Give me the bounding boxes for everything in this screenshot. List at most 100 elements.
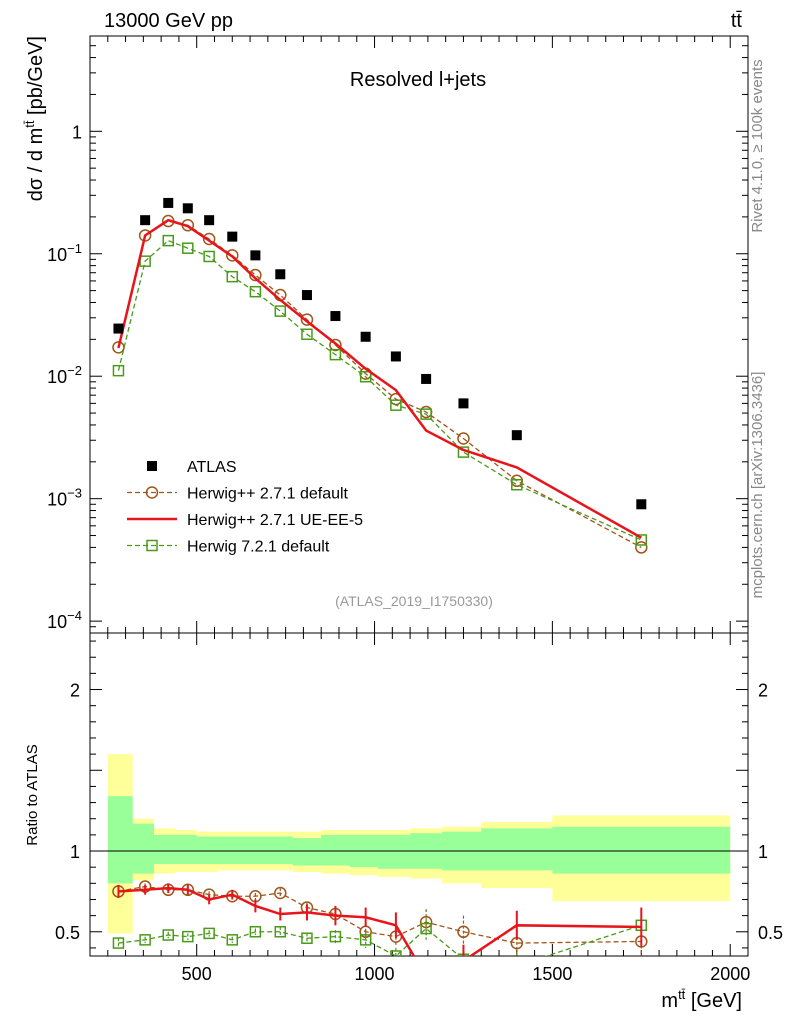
ratio-y-tick-label-right: 1 [758, 842, 768, 862]
data-point [330, 311, 341, 322]
data-point [227, 231, 238, 242]
ratio-y-tick-label: 1 [70, 842, 80, 862]
data-point [182, 930, 194, 943]
data-point [112, 364, 125, 377]
y-tick-label: 10−1 [47, 241, 82, 265]
data-point [145, 486, 159, 499]
y-tick-label: 1 [72, 122, 82, 142]
y-tick-label: 10−3 [47, 486, 82, 510]
data-point [249, 268, 262, 282]
data-point [390, 351, 401, 362]
data-point [329, 930, 342, 943]
ratio-frame [89, 632, 749, 957]
data-point [112, 937, 125, 949]
data-point [138, 229, 152, 242]
legend: ATLAS Herwig++ 2.7.1 default Herwig++ 2.7.… [127, 459, 363, 556]
data-point [163, 197, 174, 208]
series-line [117, 218, 642, 539]
data-point [457, 432, 470, 445]
legend-item: Herwig++ 2.7.1 default [127, 486, 349, 503]
x-tick-label: 1000 [355, 964, 395, 984]
series-herwig-7-2-1-default [112, 234, 648, 546]
rivet-label: Rivet 4.1.0, ≥ 100k events [749, 59, 766, 232]
ratio-y-tick-label: 0.5 [55, 923, 80, 943]
ratio-series [112, 880, 648, 971]
data-point [162, 234, 174, 247]
data-point [112, 341, 125, 354]
data-point [274, 305, 287, 317]
legend-label: Herwig++ 2.7.1 default [187, 486, 349, 503]
ratio-line [118, 924, 642, 956]
data-point [420, 922, 432, 935]
ratio-y-tick-label-right: 0.5 [758, 923, 783, 943]
x-tick-label: 500 [182, 964, 212, 984]
data-point [512, 961, 522, 971]
data-point [301, 932, 313, 944]
data-point [203, 250, 215, 263]
data-point [203, 927, 215, 940]
analysis-label: (ATLAS_2019_I1750330) [335, 593, 493, 609]
data-point [113, 323, 124, 334]
data-point [140, 215, 151, 226]
ratio-line [118, 886, 642, 956]
data-point [147, 461, 157, 471]
legend-item: Herwig 7.2.1 default [127, 539, 330, 556]
data-point [139, 934, 151, 946]
ratio-series-herwig-2-7-1-ue-ee-5 [117, 883, 643, 956]
x-tick-label: 2000 [710, 964, 750, 984]
legend-label: Herwig++ 2.7.1 UE-EE-5 [187, 512, 363, 529]
ratio-axis-label: Ratio to ATLAS [24, 744, 41, 845]
data-point [300, 313, 314, 326]
data-point [249, 926, 262, 938]
data-point [511, 478, 523, 491]
data-point [359, 934, 372, 946]
data-point [204, 215, 215, 226]
upper-plot: 1 10−1 10−2 10−3 10−4 ATLAS Herwig++ 2.7.1 def… [47, 35, 749, 634]
ratio-y-tick-label: 2 [70, 681, 80, 701]
process-label: tt̄ [731, 10, 743, 32]
data-point [329, 338, 342, 352]
x-axis-label: mtt̄ [GeV] [661, 987, 742, 1012]
data-point [636, 499, 647, 510]
data-point [421, 373, 432, 384]
data-point [360, 331, 371, 342]
main-title: Resolved l+jets [350, 69, 486, 91]
legend-item: Herwig++ 2.7.1 UE-EE-5 [127, 512, 363, 529]
data-point [249, 285, 262, 298]
data-point [202, 232, 216, 246]
y-tick-label: 10−2 [47, 363, 82, 387]
data-point [635, 541, 648, 554]
ratio-y-tick-label-right: 2 [758, 681, 768, 701]
data-point [182, 203, 193, 214]
data-point [458, 398, 469, 409]
data-point [390, 399, 402, 411]
data-point [182, 242, 194, 254]
data-point [511, 430, 522, 441]
data-point [329, 348, 342, 361]
data-point [226, 249, 239, 262]
mcplots-label: mcplots.cern.ch [arXiv:1306.3436] [749, 372, 766, 599]
data-point [274, 926, 287, 938]
series-line [117, 239, 642, 541]
data-point [146, 539, 158, 552]
data-point [226, 270, 239, 283]
data-point [635, 534, 648, 546]
data-point [250, 250, 261, 261]
data-point [226, 934, 239, 946]
data-point [301, 290, 312, 301]
y-axis-label: dσ / d mtt̄ [pb/GeV] [22, 36, 47, 201]
energy-label: 13000 GeV pp [104, 10, 233, 32]
data-point [457, 925, 470, 939]
data-point [274, 886, 287, 900]
data-point [390, 950, 402, 956]
y-tick-label: 10−4 [47, 608, 82, 632]
data-point [301, 328, 313, 341]
ratio-plot: 500 1000 1500 2000 0.5 0.5 1 1 2 2 [55, 632, 783, 984]
legend-item: ATLAS [147, 459, 237, 476]
x-tick-label: 1500 [532, 964, 572, 984]
legend-label: Herwig 7.2.1 default [187, 539, 330, 556]
data-point [420, 408, 432, 420]
data-point [275, 269, 286, 280]
data-point [359, 370, 372, 383]
